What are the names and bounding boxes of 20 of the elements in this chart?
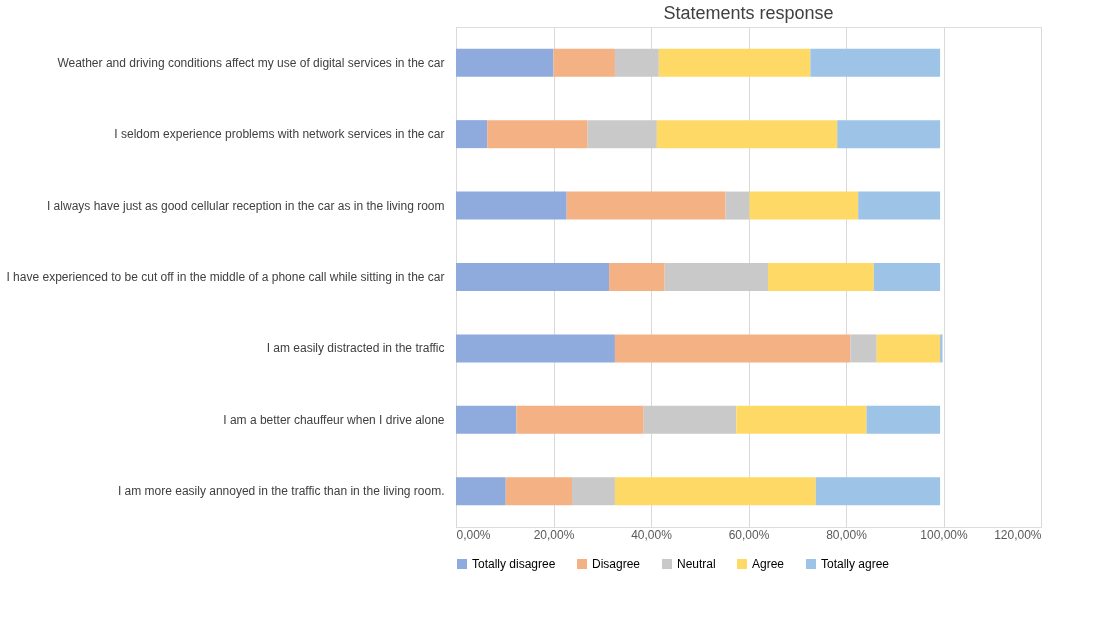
- y-tick-label: Weather and driving conditions affect my use of digital services in the car: [57, 55, 445, 70]
- x-tick-label: 120,00%: [994, 527, 1042, 542]
- legend-label: Totally agree: [821, 557, 890, 571]
- legend-label: Neutral: [677, 557, 716, 571]
- legend-label: Disagree: [592, 557, 641, 571]
- x-tick-label: 0,00%: [456, 527, 491, 542]
- y-tick-label: I am a better chauffeur when I drive alone: [223, 412, 445, 427]
- y-tick-label: I am more easily annoyed in the traffic than in the living room.: [117, 484, 445, 499]
- x-tick-label: 60,00%: [728, 527, 770, 542]
- x-tick-label: 100,00%: [920, 527, 969, 542]
- y-tick-label: I am easily distracted in the traffic: [266, 341, 445, 356]
- y-tick-label: I have experienced to be cut off in the middle of a phone call while sitting in the car: [6, 270, 445, 284]
- y-tick-label: I always have just as good cellular reception in the car as in the living room: [46, 198, 445, 213]
- chart-title: Statements response: [663, 3, 834, 23]
- x-tick-label: 20,00%: [533, 527, 575, 542]
- legend-label: Totally disagree: [472, 557, 556, 571]
- x-tick-label: 80,00%: [826, 527, 868, 542]
- y-tick-label: I seldom experience problems with network services in the car: [114, 127, 445, 142]
- legend-label: Agree: [752, 557, 785, 571]
- x-tick-label: 40,00%: [631, 527, 673, 542]
